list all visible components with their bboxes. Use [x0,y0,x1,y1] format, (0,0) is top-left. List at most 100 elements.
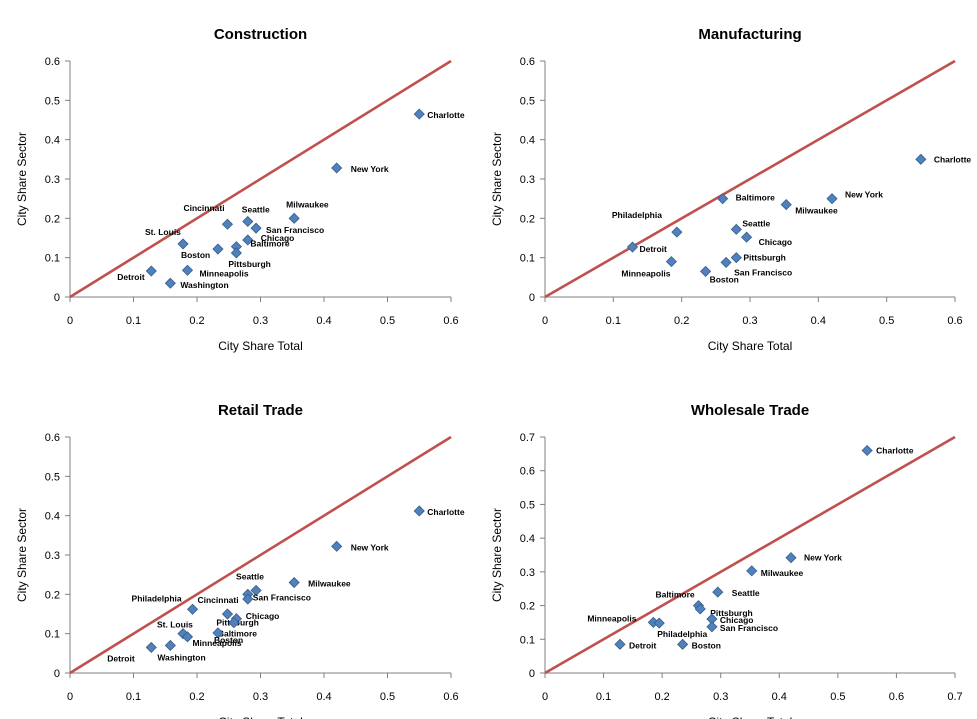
retail-trade-point-label-baltimore: Baltimore [218,629,257,639]
wholesale-trade-y-tick-label: 0.2 [520,601,535,613]
wholesale-trade-point-detroit [614,638,626,650]
construction-point-label-pittsburgh: Pittsburgh [228,259,271,269]
retail-trade-point-detroit [145,641,157,653]
retail-trade-y-tick-label: 0.3 [45,550,60,562]
manufacturing-point-label-philadelphia: Philadelphia [612,210,662,220]
retail-trade-chart-title: Retail Trade [218,402,303,419]
construction-x-tick-label: 0 [67,315,73,327]
manufacturing-point-philadelphia [671,226,683,238]
retail-trade-point-label-washington: Washington [157,652,205,662]
retail-trade-point-label-minneapolis: Minneapolis [192,638,241,648]
construction-point-label-washington: Washington [180,280,228,290]
wholesale-trade-x-tick-label: 0.4 [772,691,787,703]
wholesale-trade-y-tick-label: 0.3 [520,567,535,579]
wholesale-trade-reference-line [544,435,956,675]
wholesale-trade-x-tick-label: 0.7 [947,691,962,703]
wholesale-trade-point-label-pittsburgh: Pittsburgh [710,608,753,618]
wholesale-trade-y-tick-label: 0.1 [520,634,535,646]
wholesale-trade-x-tick-label: 0.2 [654,691,669,703]
retail-trade-y-tick-label: 0 [54,668,60,680]
retail-trade-y-tick-label: 0.5 [45,471,60,483]
construction-point-new-york [331,162,343,174]
construction-point-label-baltimore: Baltimore [250,239,289,249]
wholesale-trade-y-tick-label: 0.5 [520,499,535,511]
wholesale-trade-point-san-francisco [706,621,718,633]
wholesale-trade-point-boston [677,638,689,650]
wholesale-trade-point-label-minneapolis: Minneapolis [587,613,636,623]
manufacturing-x-tick-label: 0.6 [947,315,962,327]
construction-x-tick-label: 0.3 [253,315,268,327]
manufacturing-y-tick-label: 0 [529,292,535,304]
construction-point-cincinnati [221,218,234,230]
wholesale-trade-point-label-philadelphia: Philadelphia [657,629,707,639]
retail-trade-point-label-cincinnati: Cincinnati [197,595,238,605]
wholesale-trade-y-tick-label: 0.6 [520,466,535,478]
manufacturing-y-tick-label: 0.6 [520,56,535,68]
construction-point-minneapolis [181,264,194,276]
construction-y-tick-label: 0.6 [45,56,60,68]
wholesale-trade-x-tick-label: 0 [542,691,548,703]
retail-trade-point-philadelphia [186,603,199,615]
wholesale-trade-point-label-new-york: New York [804,553,842,563]
retail-trade-x-axis-label: City Share Total [218,715,303,719]
retail-trade-point-milwaukee [288,576,300,589]
construction-point-label-seattle: Seattle [242,204,270,214]
wholesale-trade-point-label-boston: Boston [692,640,721,650]
construction-y-tick-label: 0.3 [45,174,60,186]
construction-point-label-minneapolis: Minneapolis [199,268,248,278]
manufacturing-y-tick-label: 0.3 [520,174,535,186]
wholesale-trade-y-tick-label: 0.7 [520,432,535,444]
construction-point-milwaukee [288,212,300,224]
wholesale-trade-point-seattle [712,586,724,598]
manufacturing-point-label-chicago: Chicago [759,237,793,247]
construction-x-tick-label: 0.1 [126,315,141,327]
manufacturing-x-tick-label: 0.4 [811,315,826,327]
retail-trade-point-baltimore [228,617,240,629]
retail-trade-point-label-chicago: Chicago [246,611,280,621]
construction-y-axis-label: City Share Sector [15,132,29,226]
construction-point-label-charlotte: Charlotte [427,110,465,120]
construction-point-seattle [242,215,254,228]
manufacturing-point-label-boston: Boston [710,274,739,284]
manufacturing-point-label-san-francisco: San Francisco [734,267,792,277]
wholesale-trade-x-tick-label: 0.1 [596,691,611,703]
manufacturing-point-minneapolis [665,256,677,268]
retail-trade-point-label-philadelphia: Philadelphia [132,593,182,603]
retail-trade-point-charlotte [413,505,425,517]
manufacturing-point-label-milwaukee: Milwaukee [795,206,838,216]
manufacturing-y-tick-label: 0.2 [520,213,535,225]
construction-point-detroit [145,265,157,277]
manufacturing-point-boston [700,265,712,277]
wholesale-trade-point-label-seattle: Seattle [732,588,760,598]
wholesale-trade-point-philadelphia [653,617,665,629]
construction-x-axis-label: City Share Total [218,339,303,353]
manufacturing-point-pittsburgh [730,252,742,264]
retail-trade-x-tick-label: 0.2 [189,691,204,703]
construction-reference-line [69,59,452,299]
construction-y-tick-label: 0.4 [45,135,60,147]
retail-trade-point-seattle [250,584,262,596]
retail-trade-x-tick-label: 0.6 [443,691,458,703]
construction-x-tick-label: 0.2 [189,315,204,327]
manufacturing-point-charlotte [915,153,927,165]
manufacturing-point-label-pittsburgh: Pittsburgh [743,253,786,263]
retail-trade-point-label-charlotte: Charlotte [427,507,465,517]
retail-trade-point-boston [212,627,224,639]
retail-trade-point-washington [164,639,176,652]
construction-y-tick-label: 0.1 [45,253,60,265]
retail-trade-x-tick-label: 0.5 [380,691,395,703]
manufacturing-y-tick-label: 0.5 [520,95,535,107]
manufacturing-point-label-baltimore: Baltimore [736,193,775,203]
wholesale-trade-x-axis-label: City Share Total [708,715,793,719]
retail-trade-y-tick-label: 0.6 [45,432,60,444]
manufacturing-point-milwaukee [780,199,792,211]
retail-trade-point-label-detroit: Detroit [107,653,135,663]
construction-point-label-detroit: Detroit [117,272,145,282]
wholesale-trade-chart-title: Wholesale Trade [691,402,809,419]
retail-trade-x-tick-label: 0.3 [253,691,268,703]
construction-point-washington [164,277,176,289]
construction-point-st-louis [177,238,189,250]
manufacturing-x-tick-label: 0.3 [742,315,757,327]
